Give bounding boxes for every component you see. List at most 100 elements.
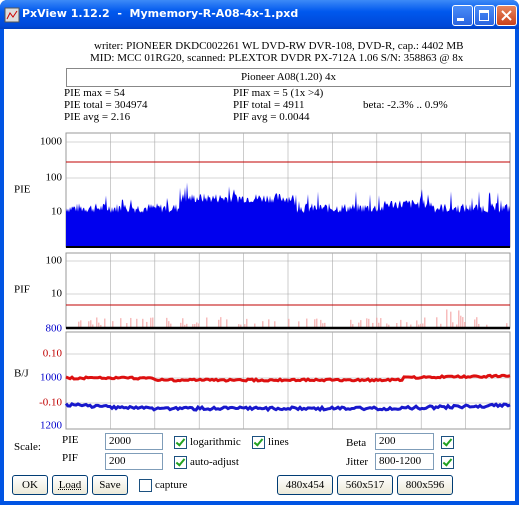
pif-trace bbox=[410, 324, 412, 327]
pif-trace bbox=[388, 324, 390, 327]
profile: Pioneer A08(1.20) 4x bbox=[240, 71, 336, 83]
pif-trace bbox=[458, 310, 460, 327]
pif-trace bbox=[376, 317, 378, 327]
checkbox[interactable] bbox=[174, 436, 187, 449]
pif-trace bbox=[320, 319, 322, 327]
pif-trace bbox=[120, 318, 122, 327]
pif-trace bbox=[462, 317, 464, 327]
checkbox[interactable] bbox=[252, 436, 265, 449]
close-button[interactable] bbox=[496, 5, 517, 26]
pif-trace bbox=[268, 319, 270, 327]
client-area: writer: PIONEER DKDC002261 WL DVD-RW DVR… bbox=[4, 29, 515, 501]
label: logarithmic bbox=[190, 436, 241, 448]
profile-box: Pioneer A08(1.20) 4x bbox=[66, 68, 511, 87]
minimize-button[interactable] bbox=[452, 5, 473, 26]
pif-trace bbox=[218, 319, 220, 327]
pie-trace bbox=[66, 182, 510, 247]
checkbox[interactable] bbox=[441, 456, 454, 469]
label: capture bbox=[155, 479, 188, 491]
pif-trace bbox=[220, 317, 222, 327]
tick-label: 1200 bbox=[40, 420, 63, 431]
checkbox[interactable] bbox=[441, 436, 454, 449]
pif-trace bbox=[194, 324, 196, 327]
pif-trace bbox=[366, 318, 368, 327]
pif-trace bbox=[476, 317, 478, 327]
axis-label: B/J bbox=[14, 368, 29, 380]
pif-trace bbox=[350, 319, 352, 327]
tick-label: 0.10 bbox=[43, 348, 63, 360]
pie-scale-input[interactable]: 2000 bbox=[105, 433, 163, 450]
stat: beta: -2.3% .. 0.9% bbox=[363, 99, 448, 111]
load-button[interactable]: Load bbox=[52, 475, 88, 495]
jitter-scale-input[interactable]: 800-1200 bbox=[375, 453, 434, 470]
pif-trace bbox=[238, 324, 240, 327]
pif-trace bbox=[422, 323, 424, 327]
tick-label: 100 bbox=[46, 172, 63, 184]
stat: PIE avg = 2.16 bbox=[64, 111, 131, 123]
tick-label: 10 bbox=[51, 206, 63, 218]
pif-trace bbox=[436, 317, 438, 327]
label: Jitter bbox=[346, 456, 368, 468]
label: PIF bbox=[62, 452, 78, 464]
pif-trace bbox=[418, 324, 420, 327]
label: Beta bbox=[346, 437, 367, 449]
tick-label: 10 bbox=[51, 288, 63, 300]
pif-trace bbox=[226, 319, 228, 327]
pif-trace bbox=[452, 322, 454, 327]
jitter-trace bbox=[64, 401, 511, 413]
pif-trace bbox=[396, 323, 398, 327]
axis-label: PIE bbox=[14, 184, 31, 196]
beta-scale-input[interactable]: 200 bbox=[375, 433, 434, 450]
pif-trace bbox=[316, 318, 318, 327]
pif-trace bbox=[460, 315, 462, 327]
pif-trace bbox=[240, 324, 242, 327]
title-bar: PxView 1.12.2 - Mymemory-R-A08-4x-1.pxd bbox=[0, 0, 519, 29]
pif-trace bbox=[478, 323, 480, 327]
media-info: MID: MCC 01RG20, scanned: PLEXTOR DVDR P… bbox=[90, 52, 464, 64]
pif-trace bbox=[386, 323, 388, 327]
pif-trace bbox=[372, 322, 374, 327]
maximize-button[interactable] bbox=[474, 5, 495, 26]
stat: PIE max = 54 bbox=[64, 87, 125, 99]
window-title: PxView 1.12.2 - Mymemory-R-A08-4x-1.pxd bbox=[22, 7, 299, 20]
pif-trace bbox=[98, 322, 100, 327]
pif-trace bbox=[420, 323, 422, 327]
pif-trace bbox=[352, 324, 354, 327]
beta-trace bbox=[65, 373, 511, 383]
pif-trace bbox=[298, 321, 300, 327]
pif-trace bbox=[456, 324, 458, 327]
size-button[interactable]: 560x517 bbox=[337, 475, 393, 495]
pif-trace bbox=[324, 322, 326, 327]
size-button[interactable]: 800x596 bbox=[397, 475, 453, 495]
pif-trace bbox=[416, 320, 418, 327]
ok-button[interactable]: OK bbox=[12, 475, 48, 495]
app-icon bbox=[4, 7, 20, 23]
pif-trace bbox=[168, 321, 170, 327]
stat: PIE total = 304974 bbox=[64, 99, 148, 111]
tick-label: 100 bbox=[46, 255, 63, 267]
save-button[interactable]: Save bbox=[92, 475, 128, 495]
plots: PIE 1000 100 10 PIF 100 10 800 B/J 0.10 … bbox=[14, 132, 511, 431]
axis-label: PIF bbox=[14, 284, 30, 296]
pif-trace bbox=[368, 318, 370, 327]
label: lines bbox=[268, 436, 289, 448]
pif-trace bbox=[186, 323, 188, 327]
checkbox[interactable] bbox=[174, 456, 187, 469]
pif-trace bbox=[360, 320, 362, 327]
pif-trace bbox=[146, 321, 148, 327]
pif-trace bbox=[152, 317, 154, 327]
pif-trace bbox=[100, 324, 102, 327]
pif-trace bbox=[80, 320, 82, 327]
pif-trace bbox=[88, 321, 90, 327]
pif-trace bbox=[314, 319, 316, 327]
pif-scale-input[interactable]: 200 bbox=[105, 453, 163, 470]
pif-trace bbox=[474, 319, 476, 327]
pif-trace bbox=[130, 317, 132, 327]
stat: PIF avg = 0.0044 bbox=[233, 111, 310, 123]
pif-trace bbox=[182, 318, 184, 327]
pif-trace bbox=[150, 317, 152, 327]
checkbox[interactable] bbox=[139, 479, 152, 492]
size-button[interactable]: 480x454 bbox=[277, 475, 333, 495]
label: Scale: bbox=[14, 441, 41, 453]
